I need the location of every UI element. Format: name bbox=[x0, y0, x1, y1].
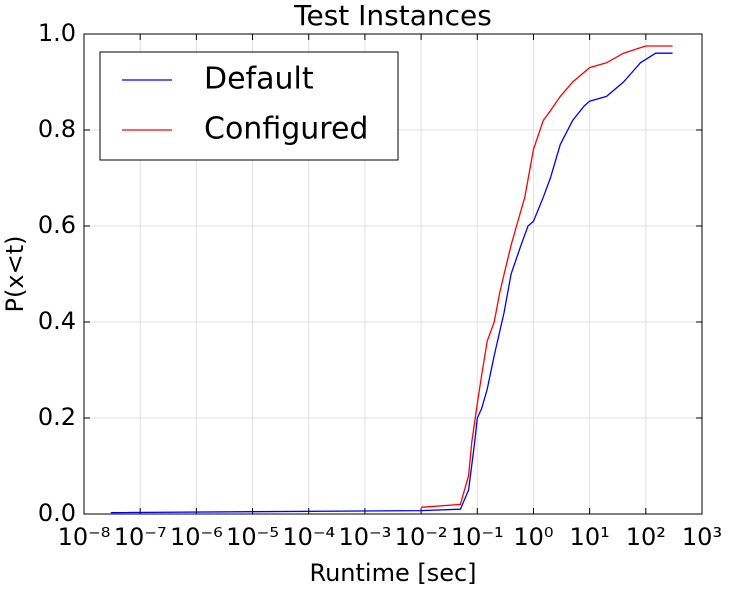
x-tick-label: 10⁻¹ bbox=[451, 523, 504, 551]
data-line bbox=[421, 45, 673, 508]
legend-label: Configured bbox=[204, 112, 368, 147]
y-axis-label: P(x<t) bbox=[1, 236, 29, 313]
x-tick-label: 10⁻⁶ bbox=[170, 523, 223, 551]
x-tick-label: 10⁻⁷ bbox=[114, 523, 167, 551]
x-tick-label: 10³ bbox=[682, 523, 722, 551]
chart-title: Test Instances bbox=[293, 0, 492, 32]
y-tick-label: 0.8 bbox=[38, 115, 76, 143]
data-line bbox=[110, 52, 673, 514]
y-tick-label: 0.0 bbox=[38, 499, 76, 527]
x-tick-label: 10⁻⁴ bbox=[282, 523, 335, 551]
plot-frame bbox=[83, 33, 703, 515]
legend-label: Default bbox=[204, 62, 314, 97]
legend-box bbox=[99, 51, 399, 161]
y-tick-label: 1.0 bbox=[38, 19, 76, 47]
x-tick-label: 10⁻⁸ bbox=[58, 523, 111, 551]
x-tick-label: 10⁻³ bbox=[338, 523, 391, 551]
x-axis-label: Runtime [sec] bbox=[309, 559, 476, 587]
y-tick-label: 0.4 bbox=[38, 307, 76, 335]
y-tick-label: 0.2 bbox=[38, 403, 76, 431]
x-tick-label: 10⁰ bbox=[513, 523, 553, 551]
x-tick-label: 10¹ bbox=[570, 523, 610, 551]
x-tick-label: 10⁻⁵ bbox=[226, 523, 279, 551]
x-tick-label: 10⁻² bbox=[395, 523, 448, 551]
x-tick-label: 10² bbox=[626, 523, 666, 551]
y-tick-label: 0.6 bbox=[38, 211, 76, 239]
